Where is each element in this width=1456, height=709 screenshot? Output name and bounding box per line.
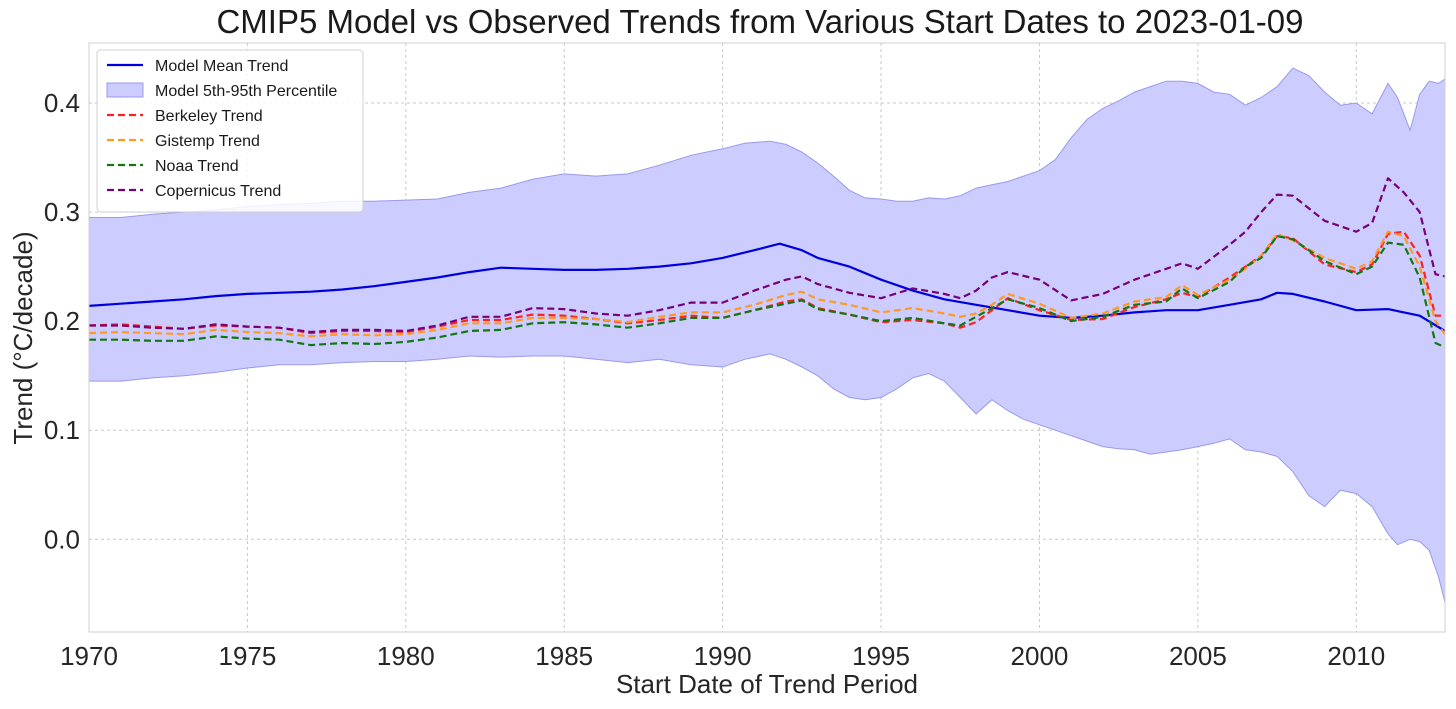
y-tick-label: 0.0	[44, 524, 80, 554]
noaa-trend-line	[89, 235, 1446, 349]
legend-item-noaa-trend: Noaa Trend	[107, 158, 239, 175]
legend: Model Mean Trend Model 5th-95th Percentil…	[96, 49, 364, 213]
legend-item-model-mean-trend: Model Mean Trend	[107, 58, 288, 75]
legend-label: Copernicus Trend	[155, 183, 281, 200]
legend-label: Berkeley Trend	[155, 108, 263, 125]
legend-label: Gistemp Trend	[155, 133, 260, 150]
x-tick-label: 1980	[377, 641, 435, 671]
chart-title: CMIP5 Model vs Observed Trends from Vari…	[216, 3, 1303, 40]
legend-items: Model Mean Trend Model 5th-95th Percentil…	[106, 58, 337, 200]
legend-item-model-5th-95th-percentile: Model 5th-95th Percentile	[106, 82, 337, 100]
legend-label: Model 5th-95th Percentile	[155, 83, 337, 100]
legend-item-berkeley-trend: Berkeley Trend	[107, 108, 263, 125]
x-tick-label: 1990	[694, 641, 752, 671]
legend-label: Noaa Trend	[155, 158, 239, 175]
x-tick-label: 2010	[1327, 641, 1385, 671]
x-tick-labels: 1970 1975 1980 1985 1990 1995 2000 2005 2010	[60, 641, 1385, 671]
x-tick-label: 1970	[60, 641, 118, 671]
y-tick-label: 0.4	[44, 88, 80, 118]
legend-swatch	[106, 82, 144, 98]
plot-frame	[88, 42, 1446, 633]
y-tick-label: 0.2	[44, 306, 80, 336]
legend-item-copernicus-trend: Copernicus Trend	[107, 183, 281, 200]
x-tick-label: 1995	[852, 641, 910, 671]
x-tick-label: 2000	[1011, 641, 1069, 671]
model-mean-trend-line	[88, 242, 1446, 332]
series-layer	[88, 177, 1446, 349]
y-tick-labels: 0.0 0.1 0.2 0.3 0.4	[44, 88, 80, 554]
legend-item-gistemp-trend: Gistemp Trend	[107, 133, 260, 150]
x-axis-title: Start Date of Trend Period	[616, 669, 918, 699]
y-tick-label: 0.1	[44, 415, 80, 445]
copernicus-trend-line	[89, 177, 1446, 334]
x-tick-label: 1975	[218, 641, 276, 671]
legend-label: Model Mean Trend	[155, 58, 288, 75]
legend-box	[96, 49, 364, 213]
y-axis-title: Trend (°C/decade)	[8, 231, 38, 444]
x-tick-label: 1985	[535, 641, 593, 671]
x-tick-label: 2005	[1169, 641, 1227, 671]
y-tick-label: 0.3	[44, 197, 80, 227]
